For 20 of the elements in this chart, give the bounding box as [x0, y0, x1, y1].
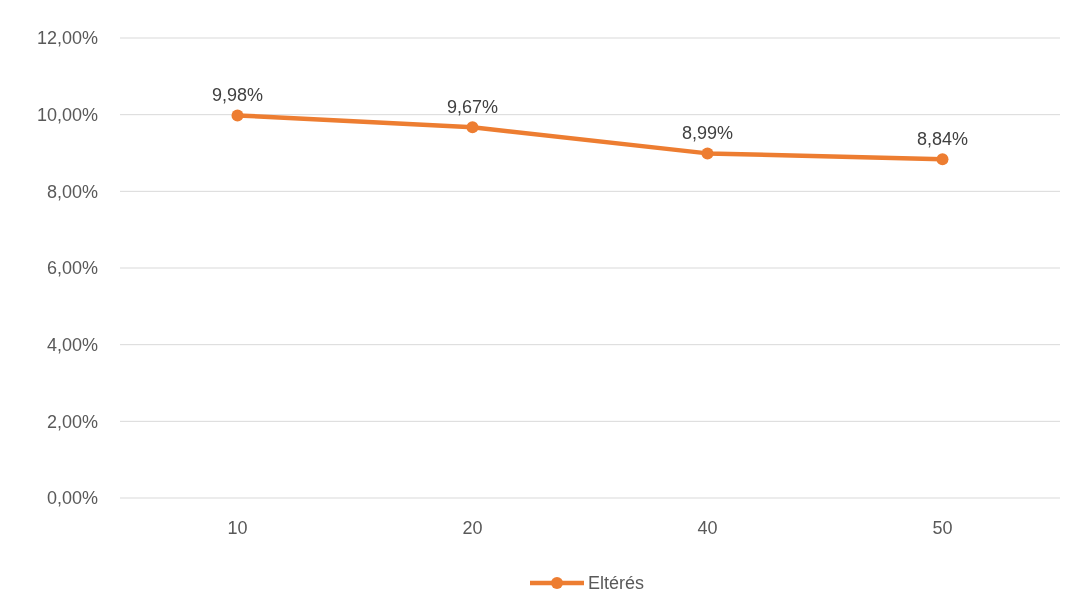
- y-tick-label: 10,00%: [36, 104, 98, 125]
- y-tick-label: 0,00%: [46, 488, 98, 509]
- point: [231, 109, 244, 122]
- point: [701, 147, 714, 160]
- data-label: 8,99%: [681, 123, 734, 144]
- y-tick-label: 12,00%: [36, 28, 98, 49]
- x-tick-label: 20: [462, 518, 483, 538]
- legend-label: Eltérés: [588, 573, 645, 594]
- y-tick-label: 4,00%: [46, 334, 98, 355]
- data-label: 9,67%: [446, 97, 499, 118]
- point: [466, 121, 479, 134]
- y-tick-label: 2,00%: [46, 411, 98, 432]
- y-tick-label: 6,00%: [46, 258, 98, 279]
- y-tick-label: 8,00%: [46, 181, 98, 202]
- point: [936, 153, 949, 166]
- x-tick-label: 50: [932, 518, 953, 538]
- x-tick-label: 10: [227, 518, 248, 538]
- data-label: 9,98%: [211, 85, 264, 106]
- data-label: 8,84%: [916, 129, 969, 150]
- x-tick-label: 40: [697, 518, 718, 538]
